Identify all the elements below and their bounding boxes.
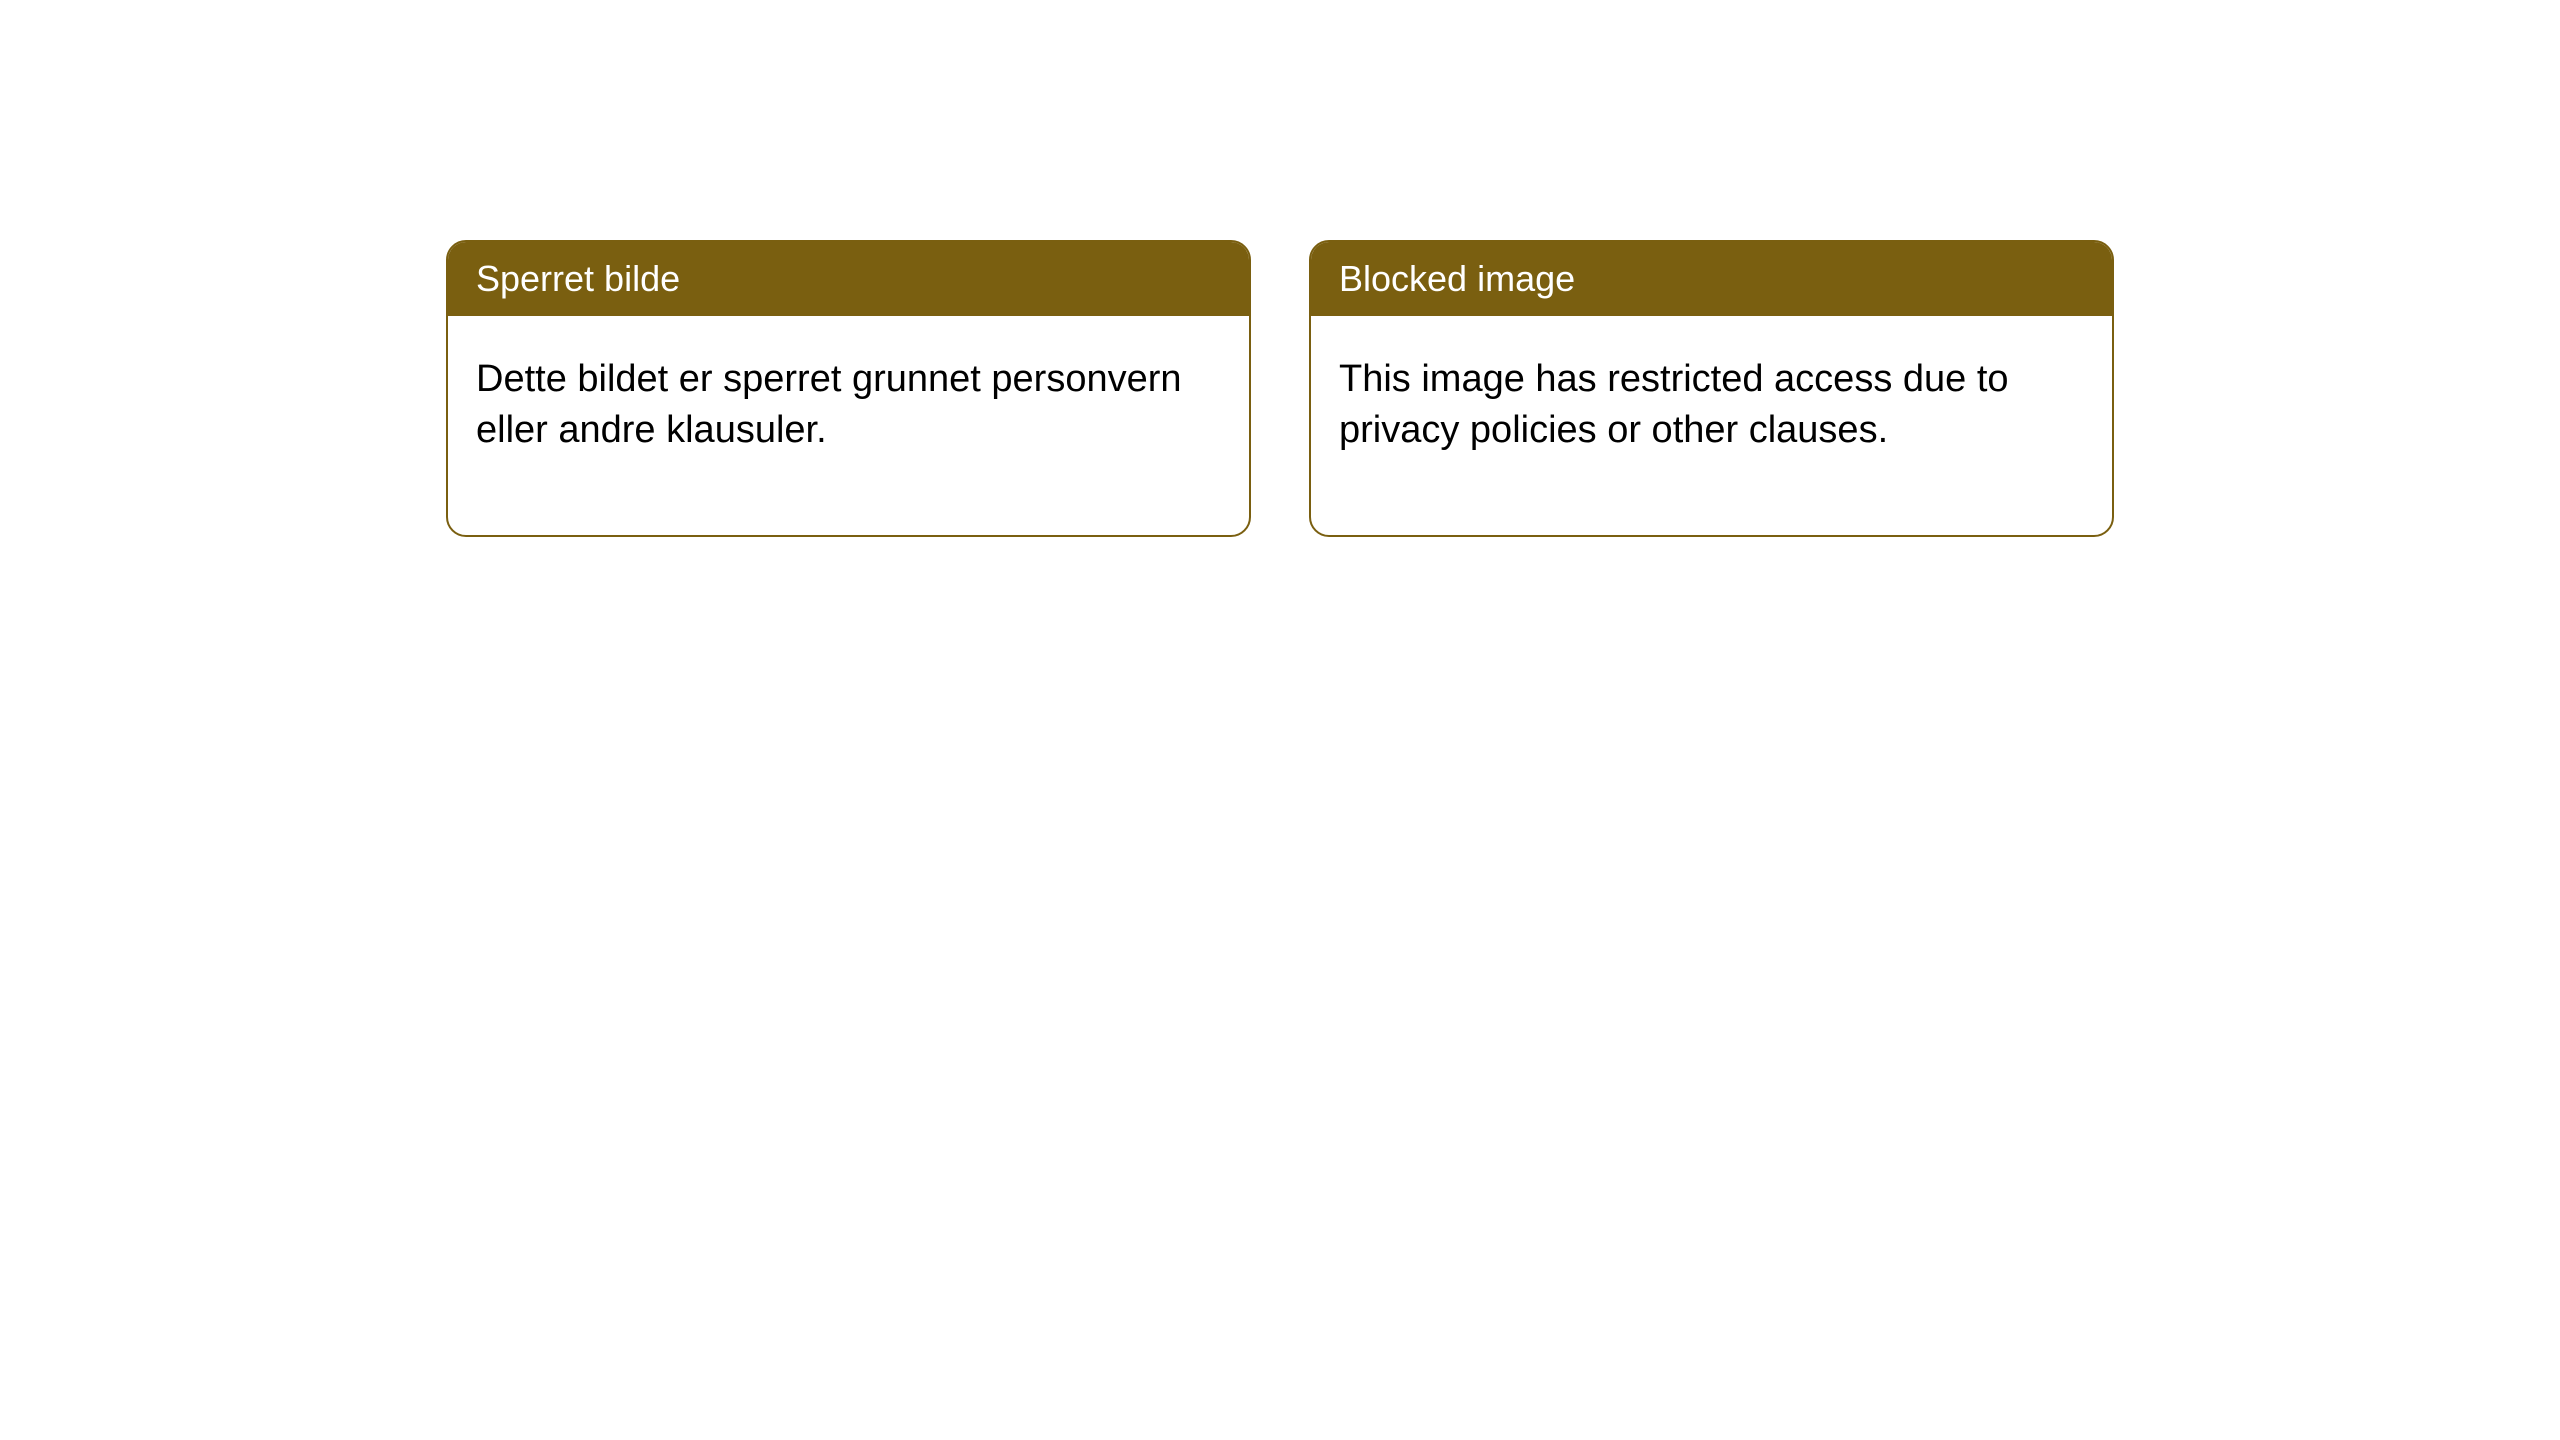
notice-body-norwegian: Dette bildet er sperret grunnet personve… [448, 316, 1249, 535]
notice-card-norwegian: Sperret bilde Dette bildet er sperret gr… [446, 240, 1251, 537]
notice-card-english: Blocked image This image has restricted … [1309, 240, 2114, 537]
notice-body-english: This image has restricted access due to … [1311, 316, 2112, 535]
notice-title-english: Blocked image [1311, 242, 2112, 316]
notice-container: Sperret bilde Dette bildet er sperret gr… [0, 240, 2560, 537]
notice-title-norwegian: Sperret bilde [448, 242, 1249, 316]
